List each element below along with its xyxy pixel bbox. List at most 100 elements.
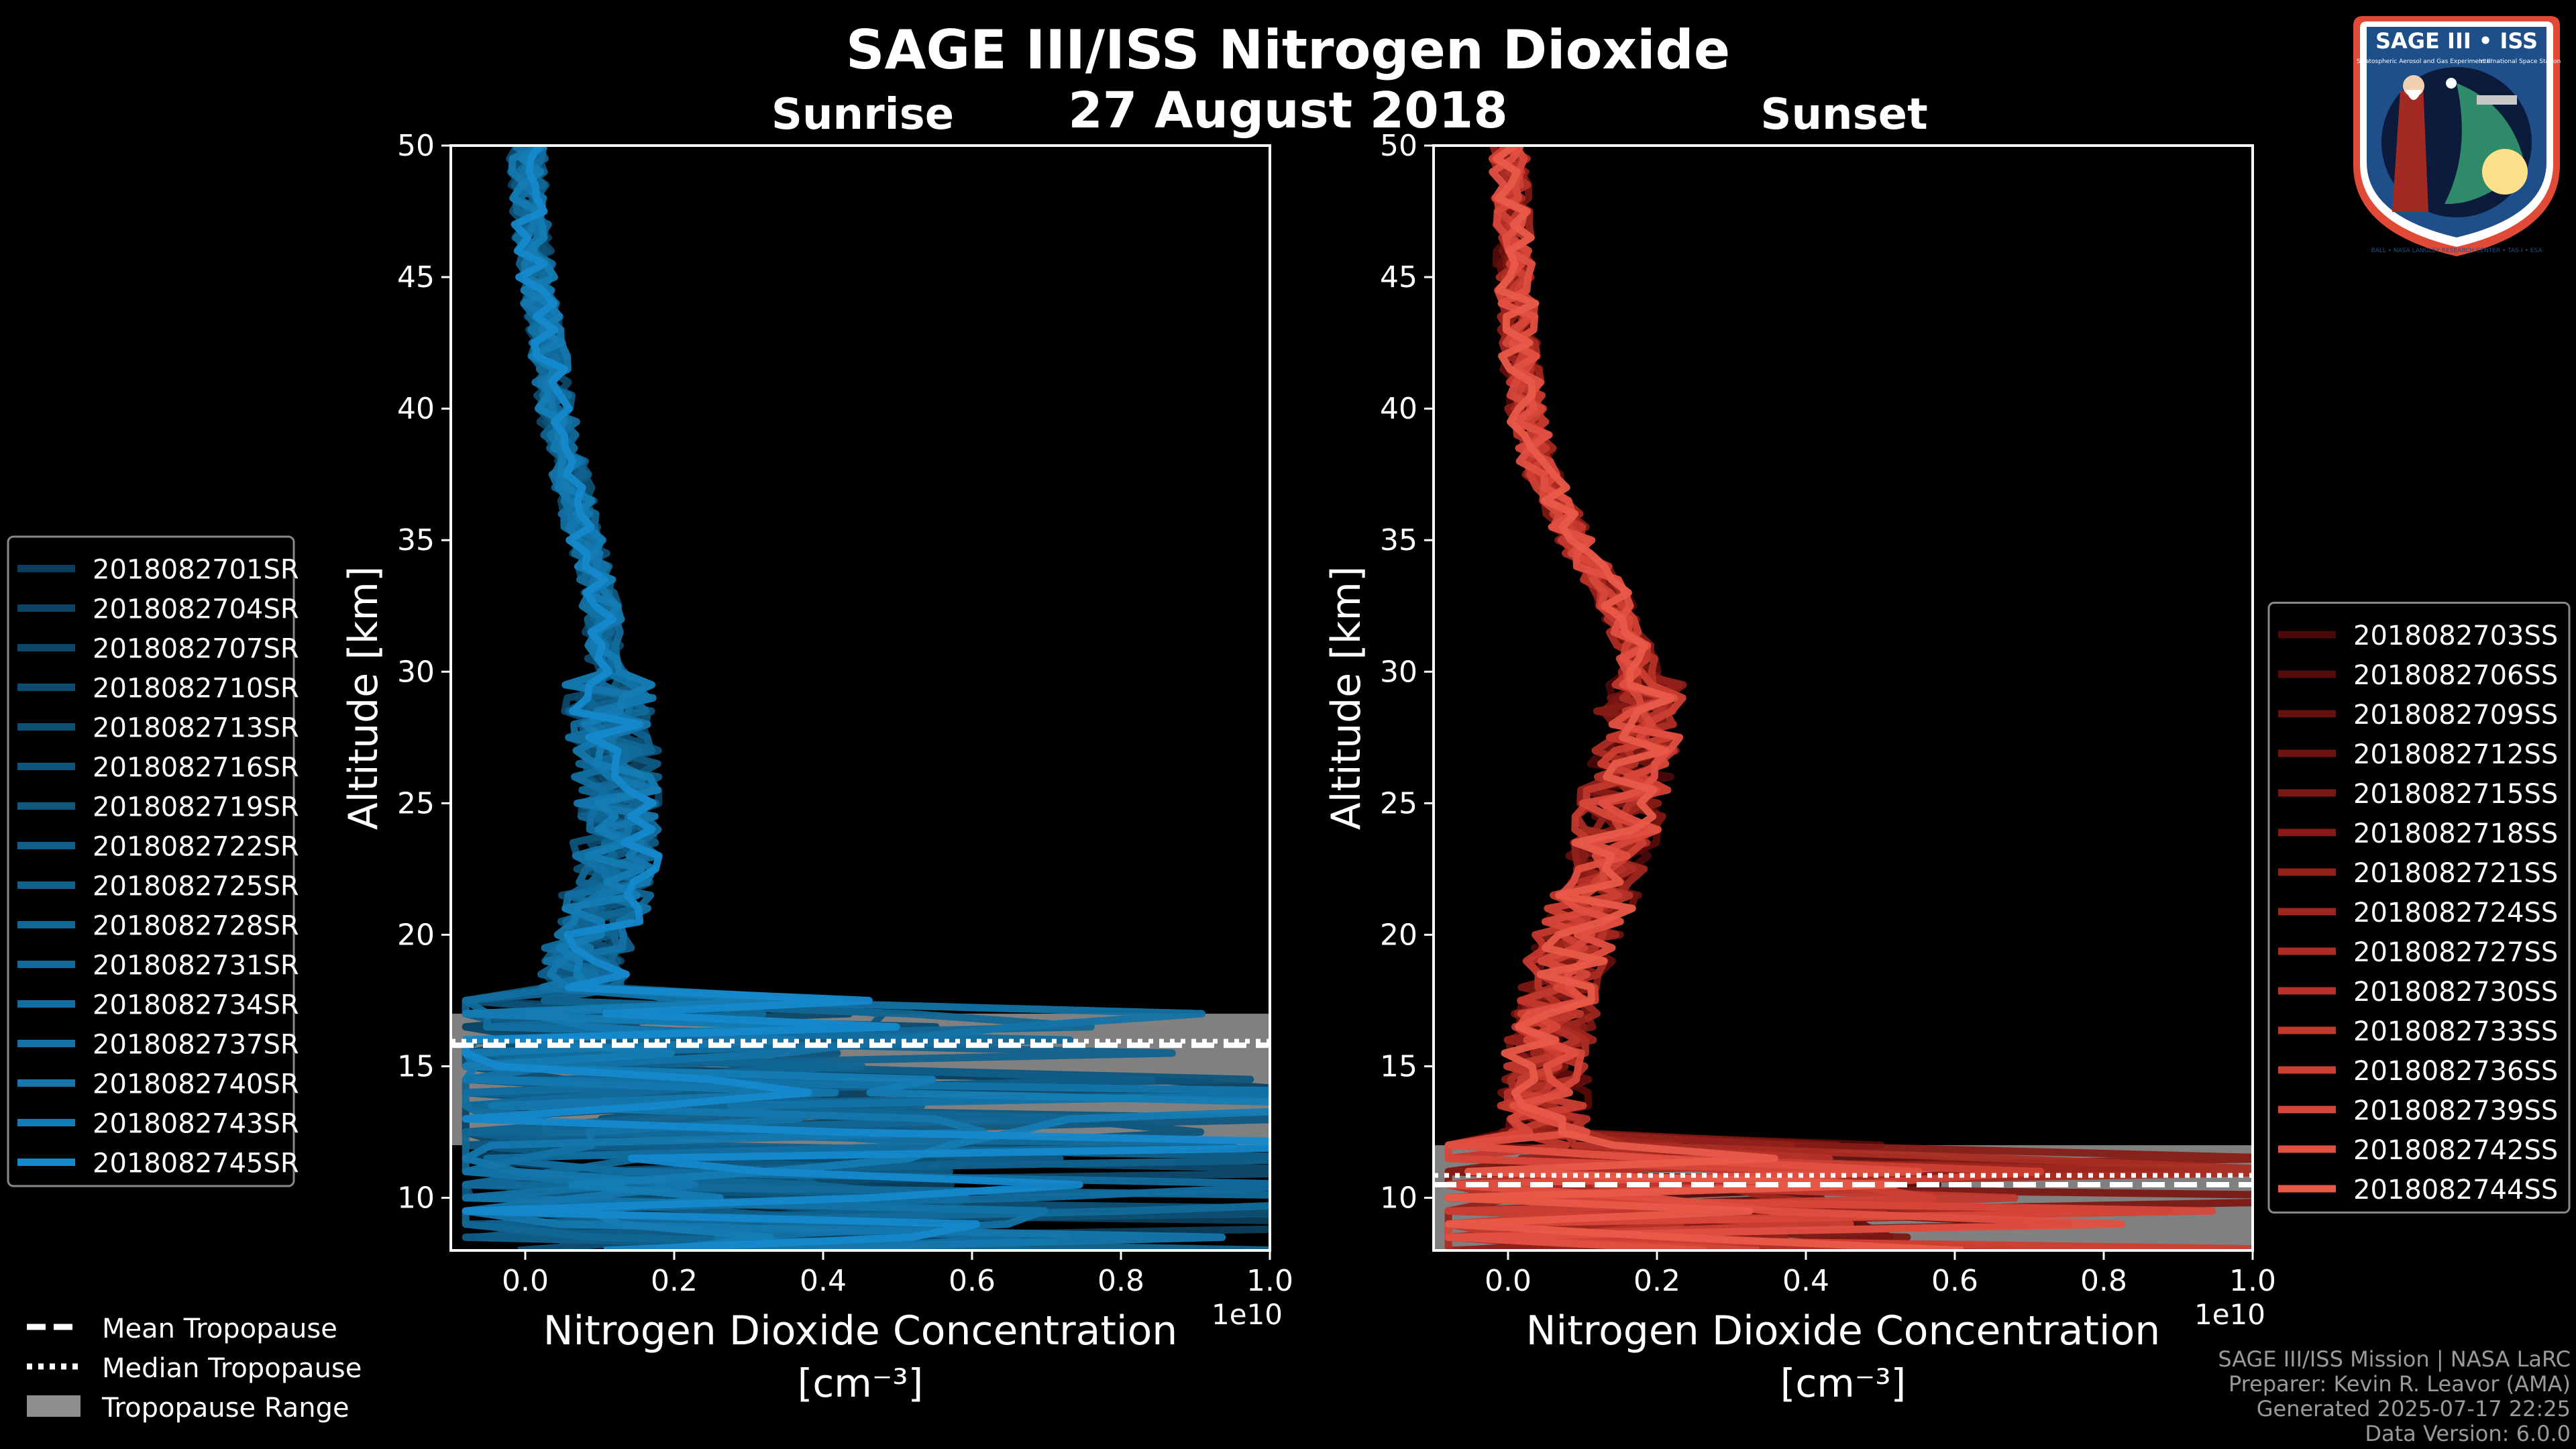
sunset-subtitle: Sunset (1760, 90, 1928, 140)
legend-label-2018082742SS: 2018082742SS (2353, 1135, 2558, 1166)
legend-label-2018082715SS: 2018082715SS (2353, 779, 2558, 810)
x-tick-label: 1.0 (2229, 1264, 2276, 1298)
legend-label-2018082709SS: 2018082709SS (2353, 700, 2558, 731)
legend-label-2018082731SR: 2018082731SR (93, 951, 299, 981)
y-tick-label: 45 (1380, 260, 1417, 294)
y-tick-label: 20 (397, 918, 435, 952)
x-tick-label: 0.0 (1485, 1264, 1532, 1298)
y-tick-label: 50 (1380, 129, 1417, 163)
y-tick-label: 30 (1380, 655, 1417, 689)
y-tick-label: 35 (397, 523, 435, 557)
profile-line-2018082736SS (1444, 146, 2253, 1250)
legend-label-2018082721SS: 2018082721SS (2353, 858, 2558, 889)
legend-label-2018082728SR: 2018082728SR (93, 911, 299, 942)
legend-label-2018082724SS: 2018082724SS (2353, 898, 2558, 928)
tropopause-range-label: Tropopause Range (101, 1393, 350, 1424)
y-tick-label: 45 (397, 260, 435, 294)
figure-date: 27 August 2018 (1068, 82, 1508, 140)
y-axis-label: Altitude [km] (340, 566, 387, 830)
sunrise-subtitle: Sunrise (771, 90, 955, 140)
axes-frame (449, 144, 1271, 1252)
y-tick-label: 35 (1380, 523, 1417, 557)
legend-frame (2267, 602, 2571, 1214)
legend-label-2018082701SR: 2018082701SR (93, 555, 299, 586)
x-axis-label: Nitrogen Dioxide Concentration (543, 1307, 1178, 1354)
legend-label-2018082739SS: 2018082739SS (2353, 1095, 2558, 1126)
badge-tagline: Stratospheric Aerosol and Gas Experiment… (2357, 58, 2492, 65)
figure-title: SAGE III/ISS Nitrogen Dioxide (845, 19, 1731, 81)
x-offset-label: 1e10 (2194, 1298, 2265, 1331)
mean-tropopause-label: Mean Tropopause (102, 1313, 337, 1344)
y-tick-label: 50 (397, 129, 435, 163)
legend-label-2018082713SR: 2018082713SR (93, 713, 299, 744)
legend-label-2018082707SR: 2018082707SR (93, 634, 299, 665)
y-tick-label: 40 (1380, 392, 1417, 426)
profile-lines (462, 146, 1270, 1250)
badge-title: SAGE III • ISS (2375, 28, 2538, 54)
badge-ring-text: BALL • NASA LANGLEY RESEARCH CENTER • TA… (2371, 248, 2542, 254)
x-tick-label: 1.0 (1246, 1264, 1293, 1298)
y-tick-label: 15 (397, 1050, 435, 1084)
y-tick-label: 20 (1380, 918, 1417, 952)
legend-sunrise: 2018082701SR 2018082704SR 2018082707SR 2018… (7, 535, 299, 1187)
legend-label-2018082743SR: 2018082743SR (93, 1109, 299, 1140)
sage-iii-iss-badge: SAGE III • ISS Stratospheric Aerosol and… (2353, 16, 2561, 256)
credits-mission: SAGE III/ISS Mission | NASA LaRC (2218, 1346, 2571, 1372)
legend-label-2018082730SS: 2018082730SS (2353, 977, 2558, 1008)
legend-label-2018082718SS: 2018082718SS (2353, 818, 2558, 849)
legend-label-2018082727SS: 2018082727SS (2353, 937, 2558, 968)
legend-label-2018082725SR: 2018082725SR (93, 871, 299, 902)
profile-line-2018082745SR (462, 146, 1270, 1250)
y-tick-label: 40 (397, 392, 435, 426)
legend-label-2018082722SR: 2018082722SR (93, 832, 299, 863)
y-axis-label: Altitude [km] (1323, 566, 1370, 830)
x-tick-label: 0.6 (1931, 1264, 1978, 1298)
credits-preparer: Preparer: Kevin R. Leavor (AMA) (2228, 1371, 2571, 1397)
x-tick-label: 0.8 (1097, 1264, 1144, 1298)
x-axis-unit: [cm⁻³] (1780, 1360, 1907, 1406)
x-axis-unit: [cm⁻³] (798, 1360, 924, 1406)
x-tick-label: 0.2 (651, 1264, 698, 1298)
y-tick-label: 10 (1380, 1181, 1417, 1216)
x-axis-label: Nitrogen Dioxide Concentration (1526, 1307, 2161, 1354)
tropopause-legend: Mean Tropopause Median Tropopause Tropopau… (27, 1313, 362, 1424)
x-tick-label: 0.6 (949, 1264, 996, 1298)
y-tick-label: 10 (397, 1181, 435, 1216)
legend-label-2018082706SS: 2018082706SS (2353, 660, 2558, 691)
legend-label-2018082740SR: 2018082740SR (93, 1069, 299, 1100)
legend-frame (7, 535, 295, 1187)
x-tick-label: 0.8 (2080, 1264, 2127, 1298)
legend-label-2018082712SS: 2018082712SS (2353, 739, 2558, 770)
y-tick-label: 25 (397, 786, 435, 820)
profile-line-2018082743SR (462, 146, 1270, 1250)
badge-right-text: International Space Station (2479, 58, 2561, 65)
x-offset-label: 1e10 (1212, 1298, 1283, 1331)
legend-label-2018082734SR: 2018082734SR (93, 990, 299, 1021)
axes-frame (1432, 144, 2254, 1252)
y-tick-label: 15 (1380, 1050, 1417, 1084)
y-tick-label: 30 (397, 655, 435, 689)
profile-line-2018082739SS (1444, 146, 2216, 1250)
x-tick-label: 0.0 (502, 1264, 549, 1298)
legend-label-2018082736SS: 2018082736SS (2353, 1056, 2558, 1087)
legend-label-2018082745SR: 2018082745SR (93, 1148, 299, 1179)
legend-label-2018082744SS: 2018082744SS (2353, 1175, 2558, 1205)
x-tick-label: 0.2 (1633, 1264, 1680, 1298)
legend-label-2018082704SR: 2018082704SR (93, 594, 299, 625)
legend-label-2018082719SR: 2018082719SR (93, 792, 299, 823)
tropopause-range-swatch (27, 1395, 80, 1417)
credits-generated: Generated 2025-07-17 22:25 (2256, 1396, 2571, 1421)
credits-data-version: Data Version: 6.0.0 (2365, 1421, 2571, 1446)
panel-sunrise: 0.0 0.2 0.4 0.6 0.8 1.0 10 15 20 25 30 35 40 45 50 1e10… (340, 129, 1293, 1406)
panel-sunset: 0.0 0.2 0.4 0.6 0.8 1.0 10 15 20 25 30 35 40 45 50 1e10… (1323, 129, 2276, 1406)
y-tick-label: 25 (1380, 786, 1417, 820)
legend-label-2018082737SR: 2018082737SR (93, 1030, 299, 1061)
profile-line-2018082744SS (1444, 146, 1964, 1250)
credits-block: SAGE III/ISS Mission | NASA LaRC Prepare… (2218, 1347, 2571, 1446)
legend-label-2018082716SR: 2018082716SR (93, 753, 299, 784)
median-tropopause-label: Median Tropopause (102, 1353, 362, 1384)
profile-lines (1444, 146, 2253, 1250)
x-tick-label: 0.4 (1782, 1264, 1829, 1298)
legend-label-2018082710SR: 2018082710SR (93, 674, 299, 704)
